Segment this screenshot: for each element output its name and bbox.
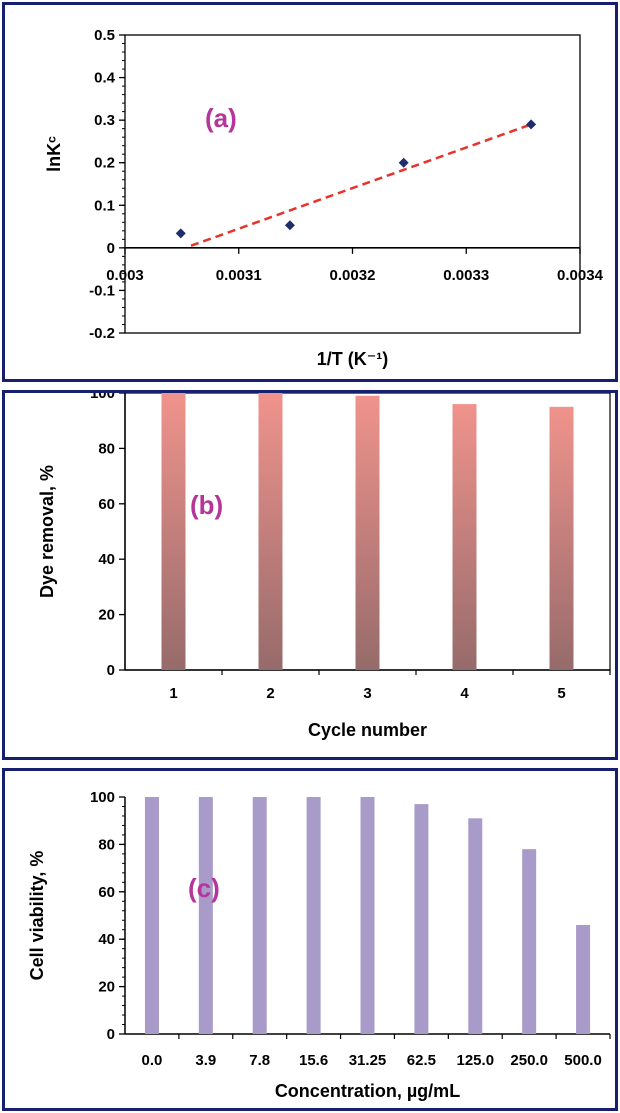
x-tick-label: 0.0031 bbox=[216, 267, 262, 284]
x-tick-label: 3.9 bbox=[195, 1052, 216, 1069]
y-tick-label: 60 bbox=[98, 496, 115, 513]
bar bbox=[252, 797, 267, 1034]
chart-panel-b: 0 20 40 60 80 100 1 2 3 4 5 Cycle number Dye removal… bbox=[2, 390, 618, 760]
x-tick-label: 62.5 bbox=[407, 1052, 436, 1069]
bar-chart-dye-removal: 0 20 40 60 80 100 1 2 3 4 5 Cycle number Dye removal… bbox=[37, 393, 611, 740]
plot-area-frame bbox=[124, 34, 581, 334]
x-tick-label: 0.0034 bbox=[557, 267, 604, 284]
y-tick-label: 100 bbox=[90, 393, 115, 402]
panel-label: (a) bbox=[205, 103, 237, 133]
scatter-chart: -0.2 -0.1 0 0.1 0.2 0.3 0.4 0.5 0.003 0.0031 0.003… bbox=[44, 27, 604, 369]
data-point bbox=[284, 220, 295, 231]
x-tick-label: 7.8 bbox=[249, 1052, 270, 1069]
y-tick-label: 20 bbox=[98, 607, 115, 624]
y-tick-label: -0.2 bbox=[89, 325, 115, 342]
x-tick-label: 3 bbox=[363, 685, 371, 702]
x-tick-label: 125.0 bbox=[457, 1052, 495, 1069]
y-tick-label: 0.3 bbox=[94, 112, 115, 129]
x-tick-label: 5 bbox=[557, 685, 565, 702]
bar bbox=[452, 404, 477, 670]
y-tick-label: 20 bbox=[98, 979, 115, 996]
y-tick-label: 0 bbox=[107, 662, 115, 679]
x-tick-label: 250.0 bbox=[510, 1052, 548, 1069]
bar bbox=[355, 395, 380, 670]
y-tick-label: 100 bbox=[90, 789, 115, 806]
y-tick-label: 80 bbox=[98, 440, 115, 457]
panel-label: (b) bbox=[190, 490, 223, 520]
x-tick-label: 0.0 bbox=[142, 1052, 163, 1069]
x-tick-label: 0.0033 bbox=[443, 267, 489, 284]
data-point bbox=[175, 228, 186, 239]
y-tick-label: 80 bbox=[98, 836, 115, 853]
y-tick-label: 0.1 bbox=[94, 197, 115, 214]
y-tick-label: 0.2 bbox=[94, 155, 115, 172]
bar bbox=[144, 797, 159, 1034]
bar bbox=[306, 797, 321, 1034]
y-tick-label: 0 bbox=[107, 240, 115, 257]
y-tick-label: 40 bbox=[98, 931, 115, 948]
data-point bbox=[526, 119, 537, 130]
y-tick-label: 0 bbox=[107, 1026, 115, 1043]
chart-panel-a: -0.2 -0.1 0 0.1 0.2 0.3 0.4 0.5 0.003 0.0031 0.003… bbox=[2, 2, 618, 382]
bar-chart-cell-viability: 0 20 40 60 80 100 0.0 3.9 7.8 15.6 31.25 62.5 125.0 2… bbox=[27, 789, 611, 1101]
y-axis-title: Cell viability, % bbox=[27, 851, 47, 981]
y-tick-label: 60 bbox=[98, 884, 115, 901]
bar bbox=[576, 924, 591, 1034]
x-axis-title: Concentration, µg/mL bbox=[275, 1081, 460, 1101]
x-tick-label: 1 bbox=[169, 685, 177, 702]
trendline bbox=[190, 123, 532, 247]
x-tick-label: 4 bbox=[460, 685, 469, 702]
x-tick-label: 31.25 bbox=[349, 1052, 387, 1069]
y-tick-label: 40 bbox=[98, 551, 115, 568]
bar bbox=[198, 797, 213, 1034]
x-tick-label: 500.0 bbox=[564, 1052, 602, 1069]
bar bbox=[360, 797, 375, 1034]
y-tick-label: 0.4 bbox=[94, 70, 116, 87]
x-tick-label: 0.0032 bbox=[330, 267, 376, 284]
y-tick-label: -0.1 bbox=[89, 282, 115, 299]
x-axis-title: 1/T (K⁻¹) bbox=[317, 349, 389, 369]
data-point bbox=[398, 157, 409, 168]
chart-panel-c: 0 20 40 60 80 100 0.0 3.9 7.8 15.6 31.25 62.5 125.0 2… bbox=[2, 768, 618, 1111]
bar bbox=[468, 818, 483, 1034]
y-tick-label: 0.5 bbox=[94, 27, 115, 44]
x-tick-label: 0.003 bbox=[106, 267, 144, 284]
y-axis-title: lnKᶜ bbox=[44, 136, 64, 172]
bar bbox=[414, 804, 429, 1034]
y-axis-title: Dye removal, % bbox=[37, 465, 57, 598]
panel-label: (c) bbox=[188, 873, 220, 903]
bar bbox=[522, 849, 537, 1034]
x-tick-label: 2 bbox=[266, 685, 274, 702]
x-tick-label: 15.6 bbox=[299, 1052, 328, 1069]
x-axis-title: Cycle number bbox=[308, 720, 427, 740]
bar bbox=[549, 406, 574, 670]
bar bbox=[161, 393, 186, 670]
bar bbox=[258, 393, 283, 670]
